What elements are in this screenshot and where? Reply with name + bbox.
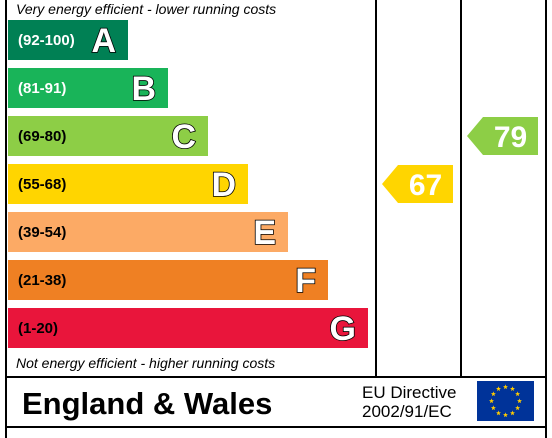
band-range-label: (69-80)	[18, 128, 66, 145]
band-range-label: (81-91)	[18, 80, 66, 97]
band-bar	[8, 68, 168, 108]
band-letter: E	[253, 214, 276, 252]
band-bar	[8, 116, 208, 156]
band-g: (1-20) G	[8, 308, 368, 349]
band-letter: D	[211, 166, 236, 204]
band-letter: G	[330, 310, 356, 348]
chart-frame	[5, 0, 547, 438]
flag-star	[515, 405, 521, 411]
flag-star	[510, 386, 515, 391]
band-b: (81-91) B	[8, 68, 168, 109]
flag-star	[503, 384, 508, 390]
bottom-note: Not energy efficient - higher running co…	[16, 355, 275, 371]
band-range-label: (21-38)	[18, 272, 66, 289]
flag-star	[503, 412, 508, 418]
band-c: (69-80) C	[8, 116, 208, 157]
rating-markers: 67 79	[382, 117, 538, 203]
flag-star	[489, 398, 494, 404]
band-letter: F	[295, 262, 316, 300]
marker-value: 79	[494, 121, 527, 154]
band-bar	[8, 260, 328, 300]
directive-line-2: 2002/91/EC	[362, 402, 452, 421]
marker-value: 67	[409, 169, 442, 202]
band-letter: B	[131, 70, 156, 108]
band-range-label: (39-54)	[18, 224, 66, 241]
flag-star	[490, 391, 496, 397]
flag-star	[510, 410, 515, 416]
footer-title: England & Wales	[22, 386, 272, 421]
rating-bands: (92-100) A (81-91) B (69-80) C (55-68) D (39-54)…	[8, 20, 368, 349]
band-range-label: (92-100)	[18, 32, 75, 49]
flag-star	[517, 398, 522, 404]
band-letter: C	[171, 118, 196, 156]
band-bar	[8, 308, 368, 348]
flag-star	[490, 405, 496, 411]
flag-star	[515, 391, 521, 397]
band-f: (21-38) F	[8, 260, 328, 301]
flag-star	[496, 386, 501, 391]
band-bar	[8, 20, 128, 60]
band-a: (92-100) A	[8, 20, 128, 61]
band-range-label: (55-68)	[18, 176, 66, 193]
directive-line-1: EU Directive	[362, 383, 456, 402]
flag-star	[496, 410, 501, 416]
band-d: (55-68) D	[8, 164, 248, 205]
band-bar	[8, 164, 248, 204]
eu-flag-icon	[477, 381, 534, 421]
band-range-label: (1-20)	[18, 320, 58, 337]
current-rating-marker: 67	[382, 165, 453, 203]
marker-arrow	[467, 117, 538, 155]
marker-arrow	[382, 165, 453, 203]
band-bar	[8, 212, 288, 252]
potential-rating-marker: 79	[467, 117, 538, 155]
band-e: (39-54) E	[8, 212, 288, 253]
top-note: Very energy efficient - lower running co…	[16, 1, 276, 17]
band-letter: A	[91, 22, 116, 60]
